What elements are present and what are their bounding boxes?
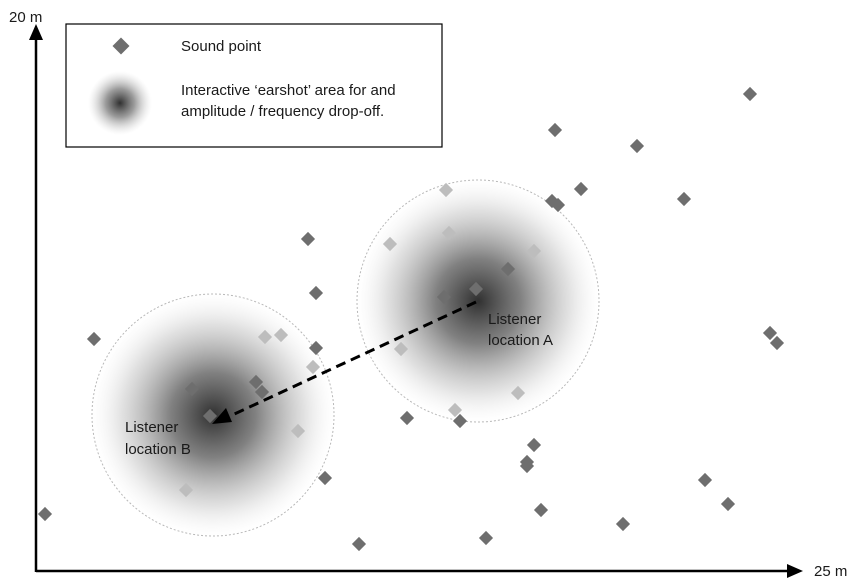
legend-earshot-label: Interactive ‘earshot’ area for and ampli… [181,82,400,120]
legend: Sound point Interactive ‘earshot’ area f… [65,23,443,148]
x-axis-arrow [787,564,803,578]
sound-point[interactable] [547,122,563,138]
sound-point[interactable] [510,385,526,401]
sound-point[interactable] [317,470,333,486]
sound-point[interactable] [300,231,316,247]
sound-point[interactable] [436,289,452,305]
sound-point[interactable] [697,472,713,488]
axes: 20 m 25 m [9,9,847,579]
sound-point[interactable] [452,413,468,429]
sound-point[interactable] [478,530,494,546]
sound-point[interactable] [399,410,415,426]
legend-earshot-icon [88,71,152,135]
sound-point[interactable] [519,458,535,474]
sound-point[interactable] [500,261,516,277]
legend-sound-point-label: Sound point [181,38,262,55]
sound-point[interactable] [533,502,549,518]
sound-point[interactable] [184,381,200,397]
y-axis-max-label: 20 m [9,9,42,26]
sound-point[interactable] [308,340,324,356]
sound-point[interactable] [248,374,264,390]
sound-point[interactable] [308,285,324,301]
sound-point[interactable] [351,536,367,552]
sound-point[interactable] [202,408,218,424]
sound-point[interactable] [86,331,102,347]
sound-point[interactable] [382,236,398,252]
sound-point[interactable] [447,402,463,418]
sound-point[interactable] [720,496,736,512]
sound-point[interactable] [178,482,194,498]
movement-arrow-head [212,408,232,424]
sound-point[interactable] [305,359,321,375]
listener-a-label: Listener location A [488,311,553,349]
sound-point[interactable] [526,243,542,259]
sound-points [37,86,785,552]
earshot-area-a[interactable] [356,179,600,423]
sound-point[interactable] [742,86,758,102]
sound-point[interactable] [393,341,409,357]
listener-b-label: Listener location B [125,419,191,458]
sound-point[interactable] [615,516,631,532]
sound-point[interactable] [37,506,53,522]
sound-point[interactable] [676,191,692,207]
x-axis-max-label: 25 m [814,563,847,579]
sound-point[interactable] [550,197,566,213]
sound-point[interactable] [290,423,306,439]
sound-point[interactable] [762,325,778,341]
sound-point[interactable] [573,181,589,197]
sound-point[interactable] [273,327,289,343]
sound-point[interactable] [441,225,457,241]
sound-point[interactable] [468,281,484,297]
y-axis-arrow [29,24,43,40]
sound-point[interactable] [438,182,454,198]
sound-point[interactable] [257,329,273,345]
sound-point[interactable] [629,138,645,154]
legend-sound-point-icon [112,37,130,55]
sound-point[interactable] [254,384,270,400]
sound-point[interactable] [526,437,542,453]
movement-arrow [227,300,477,419]
sound-points-in-earshot [178,182,542,498]
sound-point[interactable] [769,335,785,351]
